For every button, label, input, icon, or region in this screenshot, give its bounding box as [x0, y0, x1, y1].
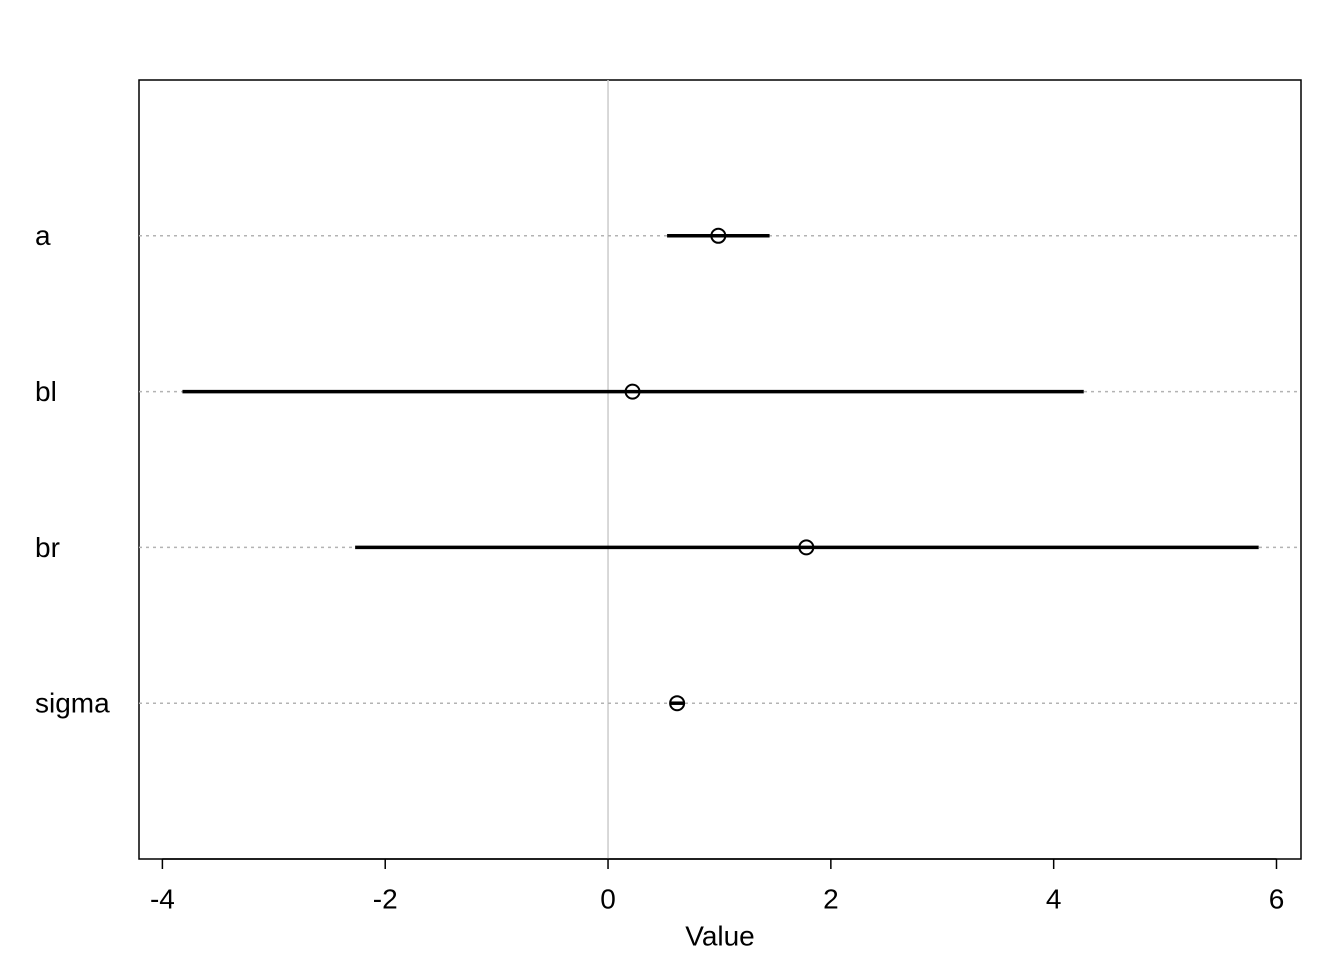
point [669, 695, 686, 712]
x-tick-label: 2 [823, 883, 839, 914]
x-tick-label: -2 [373, 883, 398, 914]
x-tick-label: 0 [600, 883, 616, 914]
y-tick-label: bl [35, 376, 57, 407]
y-tick-label: a [35, 220, 51, 251]
x-tick-label: 4 [1046, 883, 1062, 914]
x-tick-label: -4 [150, 883, 175, 914]
point [798, 539, 815, 556]
x-axis-label: Value [685, 920, 755, 951]
plot-frame [138, 79, 1302, 860]
point [710, 227, 727, 244]
y-tick-label: br [35, 532, 60, 563]
y-tick-label: sigma [35, 688, 110, 719]
x-tick-label: 6 [1269, 883, 1285, 914]
point [624, 383, 641, 400]
